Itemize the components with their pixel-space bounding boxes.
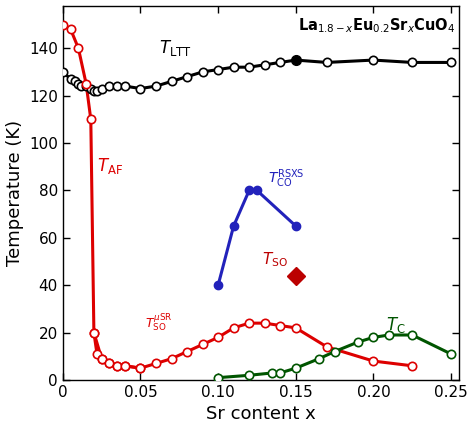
Text: La$_{1.8-x}$Eu$_{0.2}$Sr$_{x}$CuO$_{4}$: La$_{1.8-x}$Eu$_{0.2}$Sr$_{x}$CuO$_{4}$ xyxy=(298,17,455,36)
Y-axis label: Temperature (K): Temperature (K) xyxy=(6,120,24,266)
Text: $T^{\mu\mathrm{SR}}_{\mathrm{SO}}$: $T^{\mu\mathrm{SR}}_{\mathrm{SO}}$ xyxy=(145,312,173,334)
Text: $T_{\mathrm{C}}$: $T_{\mathrm{C}}$ xyxy=(386,315,405,335)
Text: $T_{\mathrm{SO}}$: $T_{\mathrm{SO}}$ xyxy=(262,250,287,269)
Text: $T^{\mathrm{RSXS}}_{\mathrm{CO}}$: $T^{\mathrm{RSXS}}_{\mathrm{CO}}$ xyxy=(268,168,304,190)
Text: $T_{\mathrm{LTT}}$: $T_{\mathrm{LTT}}$ xyxy=(159,38,192,58)
Text: $T_{\mathrm{AF}}$: $T_{\mathrm{AF}}$ xyxy=(97,157,123,176)
X-axis label: Sr content x: Sr content x xyxy=(206,405,316,423)
